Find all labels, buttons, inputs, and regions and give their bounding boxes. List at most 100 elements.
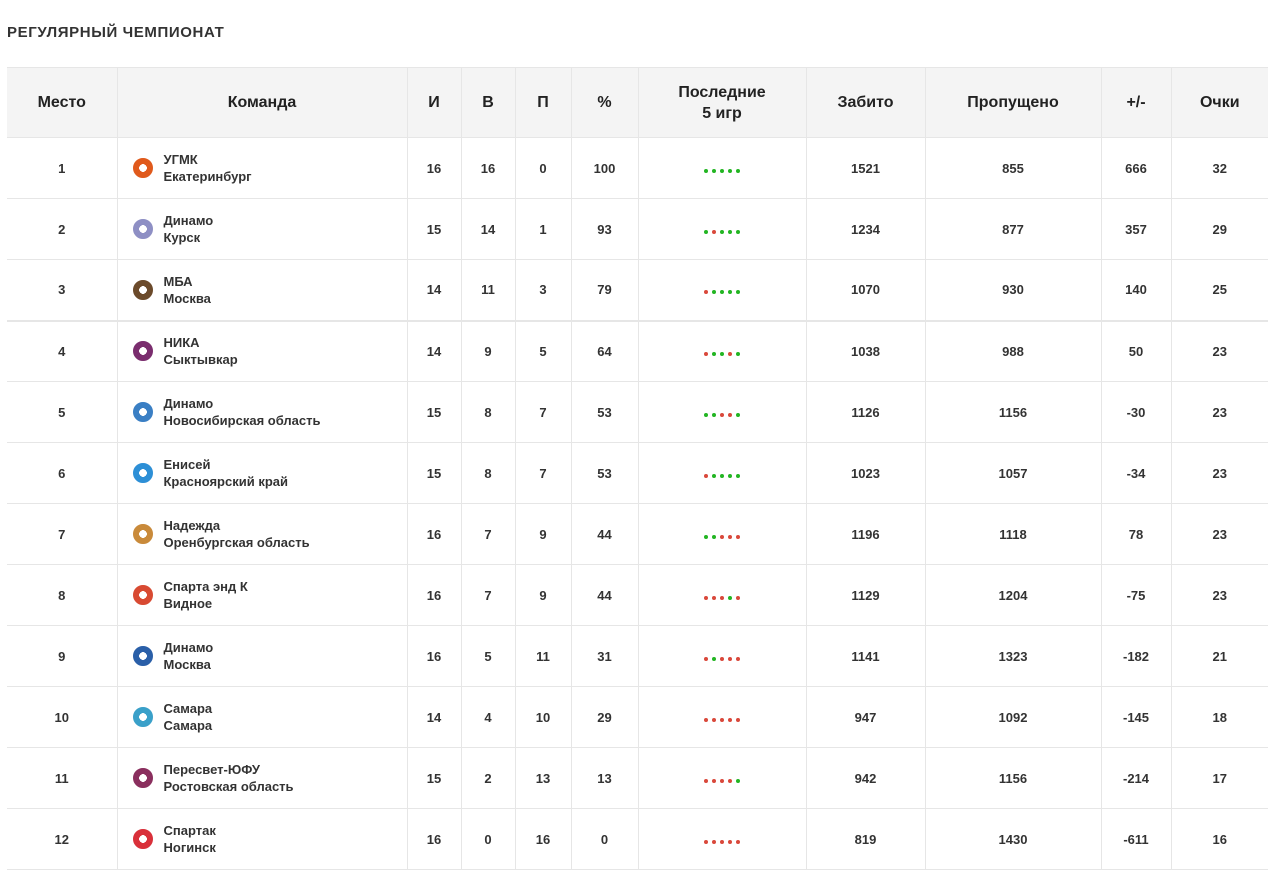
team-cell[interactable]: Надежда Оренбургская область bbox=[117, 503, 408, 565]
table-row[interactable]: 3 МБА Москва 14 11 3 79 1070 930 140 25 bbox=[7, 259, 1268, 322]
col-header-games[interactable]: И bbox=[407, 67, 462, 138]
team-logo-shape bbox=[132, 279, 153, 300]
table-row[interactable]: 10 Самара Самара 14 4 10 29 947 1092 -145 18 bbox=[7, 686, 1268, 748]
win-dot-icon bbox=[712, 412, 716, 417]
team-link[interactable]: Надежда Оренбургская область bbox=[130, 517, 407, 551]
team-link[interactable]: Пересвет-ЮФУ Ростовская область bbox=[130, 761, 407, 795]
table-row[interactable]: 5 Динамо Новосибирская область 15 8 7 53 1126 11… bbox=[7, 381, 1268, 443]
table-row[interactable]: 7 Надежда Оренбургская область 16 7 9 44 1196 11… bbox=[7, 503, 1268, 565]
team-cell[interactable]: НИКА Сыктывкар bbox=[117, 320, 408, 382]
team-link[interactable]: Спарта энд К Видное bbox=[130, 578, 407, 612]
nika-logo bbox=[130, 338, 156, 364]
team-names: Енисей Красноярский край bbox=[164, 456, 288, 490]
diff-cell: 78 bbox=[1101, 503, 1172, 565]
col-header-diff[interactable]: +/- bbox=[1101, 67, 1172, 138]
team-logo-shape bbox=[132, 585, 153, 605]
team-cell[interactable]: МБА Москва bbox=[117, 259, 408, 322]
conceded-cell: 877 bbox=[925, 198, 1102, 260]
team-logo-shape bbox=[132, 219, 153, 239]
col-header-scored[interactable]: Забито bbox=[806, 67, 926, 138]
team-cell[interactable]: Енисей Красноярский край bbox=[117, 442, 408, 504]
table-row[interactable]: 4 НИКА Сыктывкар 14 9 5 64 1038 988 50 23 bbox=[7, 320, 1268, 382]
conceded-cell: 1156 bbox=[925, 747, 1102, 809]
loss-dot-icon bbox=[712, 229, 716, 234]
spartak-logo bbox=[130, 826, 156, 852]
team-city: Ногинск bbox=[163, 840, 216, 855]
team-cell[interactable]: Пересвет-ЮФУ Ростовская область bbox=[117, 747, 408, 809]
team-cell[interactable]: Спартак Ногинск bbox=[117, 808, 408, 870]
scored-cell: 1070 bbox=[806, 259, 926, 322]
col-header-place[interactable]: Место bbox=[7, 67, 118, 138]
last5-cell bbox=[638, 381, 807, 443]
pct-cell: 53 bbox=[571, 442, 639, 504]
col-header-team[interactable]: Команда bbox=[117, 67, 408, 138]
team-link[interactable]: Спартак Ногинск bbox=[130, 822, 407, 856]
win-dot-icon bbox=[712, 168, 716, 173]
col-header-wins[interactable]: В bbox=[461, 67, 516, 138]
loss-dot-icon bbox=[728, 534, 732, 539]
loss-dot-icon bbox=[720, 656, 724, 661]
loss-dot-icon bbox=[704, 595, 708, 600]
team-cell[interactable]: Самара Самара bbox=[117, 686, 408, 748]
wins-cell: 4 bbox=[461, 686, 516, 748]
col-header-losses[interactable]: П bbox=[515, 67, 572, 138]
team-link[interactable]: Динамо Курск bbox=[130, 212, 407, 246]
col-header-conceded[interactable]: Пропущено bbox=[925, 67, 1102, 138]
scored-cell: 1234 bbox=[806, 198, 926, 260]
team-link[interactable]: УГМК Екатеринбург bbox=[130, 151, 407, 185]
pct-cell: 29 bbox=[571, 686, 639, 748]
team-name: Динамо bbox=[163, 213, 214, 228]
team-link[interactable]: Динамо Новосибирская область bbox=[130, 395, 407, 429]
col-header-points[interactable]: Очки bbox=[1171, 67, 1268, 138]
loss-dot-icon bbox=[720, 778, 724, 783]
col-header-pct[interactable]: % bbox=[571, 67, 639, 138]
samara-logo bbox=[130, 704, 156, 730]
diff-cell: -145 bbox=[1101, 686, 1172, 748]
team-logo-shape bbox=[132, 646, 153, 666]
team-link[interactable]: МБА Москва bbox=[130, 273, 407, 307]
conceded-cell: 1430 bbox=[925, 808, 1102, 870]
team-cell[interactable]: Спарта энд К Видное bbox=[117, 564, 408, 626]
team-link[interactable]: Динамо Москва bbox=[130, 639, 407, 673]
table-row[interactable]: 2 Динамо Курск 15 14 1 93 1234 877 357 29 bbox=[7, 198, 1268, 260]
team-cell[interactable]: Динамо Москва bbox=[117, 625, 408, 687]
points-cell: 25 bbox=[1171, 259, 1268, 322]
last5-dots bbox=[704, 168, 740, 173]
last5-cell bbox=[638, 198, 807, 260]
table-row[interactable]: 9 Динамо Москва 16 5 11 31 1141 1323 -182 21 bbox=[7, 625, 1268, 687]
win-dot-icon bbox=[728, 168, 732, 173]
table-row[interactable]: 11 Пересвет-ЮФУ Ростовская область 15 2 13 13 9… bbox=[7, 747, 1268, 809]
pct-cell: 53 bbox=[571, 381, 639, 443]
losses-cell: 7 bbox=[515, 381, 572, 443]
table-row[interactable]: 8 Спарта энд К Видное 16 7 9 44 1129 1204 -75 23 bbox=[7, 564, 1268, 626]
team-logo-shape bbox=[132, 402, 153, 422]
team-cell[interactable]: Динамо Новосибирская область bbox=[117, 381, 408, 443]
team-cell[interactable]: Динамо Курск bbox=[117, 198, 408, 260]
loss-dot-icon bbox=[736, 595, 740, 600]
scored-cell: 947 bbox=[806, 686, 926, 748]
team-cell[interactable]: УГМК Екатеринбург bbox=[117, 137, 408, 199]
scored-cell: 1038 bbox=[806, 320, 926, 382]
place-cell: 8 bbox=[7, 564, 118, 626]
team-link[interactable]: Самара Самара bbox=[130, 700, 407, 734]
win-dot-icon bbox=[728, 473, 732, 478]
team-logo-shape bbox=[132, 158, 153, 178]
wins-cell: 9 bbox=[461, 320, 516, 382]
col-header-last5[interactable]: Последние 5 игр bbox=[638, 67, 807, 138]
table-row[interactable]: 12 Спартак Ногинск 16 0 16 0 819 1430 -611 16 bbox=[7, 808, 1268, 870]
games-cell: 15 bbox=[407, 442, 462, 504]
diff-cell: -34 bbox=[1101, 442, 1172, 504]
loss-dot-icon bbox=[704, 717, 708, 722]
loss-dot-icon bbox=[704, 778, 708, 783]
team-link[interactable]: Енисей Красноярский край bbox=[130, 456, 407, 490]
table-row[interactable]: 1 УГМК Екатеринбург 16 16 0 100 1521 855 666 32 bbox=[7, 137, 1268, 199]
diff-cell: -182 bbox=[1101, 625, 1172, 687]
losses-cell: 16 bbox=[515, 808, 572, 870]
loss-dot-icon bbox=[720, 534, 724, 539]
table-row[interactable]: 6 Енисей Красноярский край 15 8 7 53 1023 1057 -3… bbox=[7, 442, 1268, 504]
team-link[interactable]: НИКА Сыктывкар bbox=[130, 334, 407, 368]
scored-cell: 819 bbox=[806, 808, 926, 870]
wins-cell: 7 bbox=[461, 503, 516, 565]
loss-dot-icon bbox=[736, 656, 740, 661]
diff-cell: -75 bbox=[1101, 564, 1172, 626]
